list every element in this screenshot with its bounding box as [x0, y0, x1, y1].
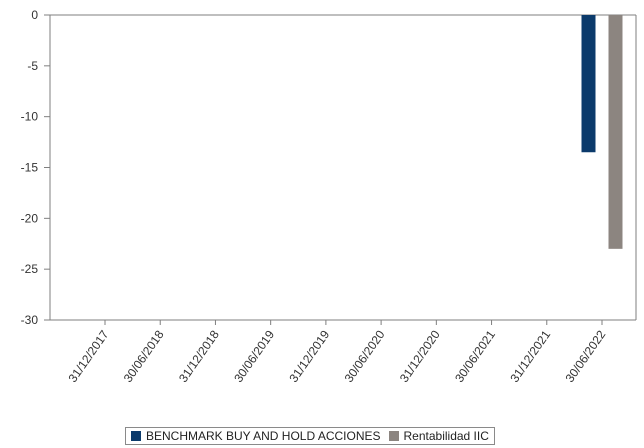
y-tick-label: -25 [21, 262, 39, 276]
x-tick-label: 31/12/2018 [176, 327, 222, 384]
y-tick-label: 0 [31, 8, 38, 22]
legend-item-benchmark: BENCHMARK BUY AND HOLD ACCIONES [131, 429, 381, 443]
legend-item-rentabilidad: Rentabilidad IIC [388, 429, 489, 443]
x-tick-label: 30/06/2019 [231, 327, 277, 384]
y-axis: 0 -5 -10 -15 -20 -25 -30 [21, 8, 50, 327]
legend-label-benchmark: BENCHMARK BUY AND HOLD ACCIONES [146, 429, 381, 443]
y-tick-label: -20 [21, 211, 39, 225]
x-tick-label: 31/12/2019 [286, 327, 332, 384]
bar-rentabilidad [608, 15, 623, 249]
y-tick-label: -5 [27, 59, 38, 73]
x-tick-label: 30/06/2020 [342, 327, 388, 384]
x-tick-label: 30/06/2018 [121, 327, 167, 384]
bar-benchmark [581, 15, 596, 153]
plot-frame [49, 14, 637, 321]
x-tick-label: 30/06/2021 [452, 327, 498, 384]
x-tick-label: 30/06/2022 [563, 327, 609, 384]
y-tick-label: -15 [21, 161, 39, 175]
x-tick-label: 31/12/2021 [507, 327, 553, 384]
x-axis: 31/12/2017 30/06/2018 31/12/2018 30/06/2019… [66, 320, 609, 385]
legend: BENCHMARK BUY AND HOLD ACCIONES Rentabil… [125, 427, 495, 445]
legend-swatch-rentabilidad [388, 431, 399, 441]
legend-label-rentabilidad: Rentabilidad IIC [403, 429, 489, 443]
x-tick-label: 31/12/2017 [66, 327, 112, 384]
y-tick-label: -30 [21, 313, 39, 327]
y-tick-label: -10 [21, 110, 39, 124]
bars [581, 15, 623, 249]
x-tick-label: 31/12/2020 [397, 327, 443, 384]
legend-swatch-benchmark [131, 431, 141, 441]
